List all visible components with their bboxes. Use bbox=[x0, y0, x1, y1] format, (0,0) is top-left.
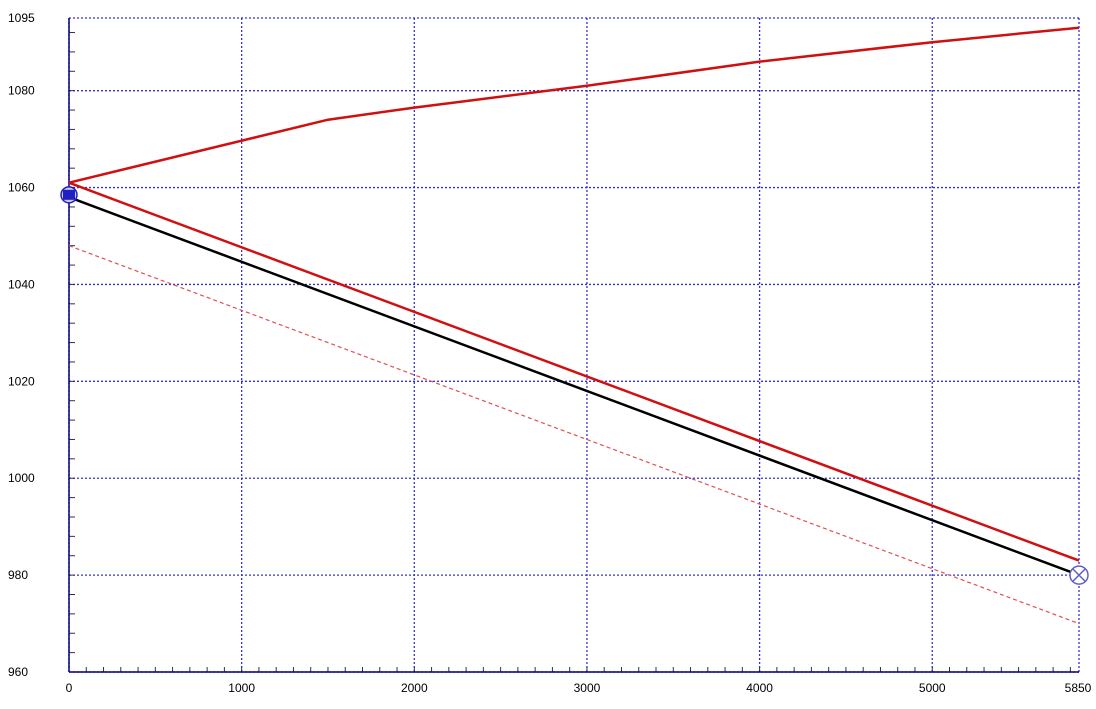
series-layer bbox=[68, 26, 1080, 625]
y-tick-label: 1095 bbox=[8, 11, 35, 25]
y-tick-label: 1040 bbox=[8, 277, 35, 291]
y-tick-labels: 960 980 1000 1020 1040 1060 1080 1095 bbox=[8, 11, 35, 679]
x-tick-label: 0 bbox=[66, 681, 73, 695]
y-tick-label: 1020 bbox=[8, 374, 35, 388]
x-tick-label: 3000 bbox=[574, 681, 601, 695]
series-line-4 bbox=[68, 245, 1080, 625]
series-line-2 bbox=[68, 181, 1080, 562]
y-tick-label: 1000 bbox=[8, 471, 35, 485]
series-line-3 bbox=[68, 196, 1080, 577]
x-tick-label: 1000 bbox=[228, 681, 255, 695]
x-tick-labels: 0 1000 2000 3000 4000 5000 5850 bbox=[66, 681, 1092, 695]
marker-start-square bbox=[63, 189, 75, 200]
x-tick-label: 5000 bbox=[919, 681, 946, 695]
y-tick-label: 1080 bbox=[8, 84, 35, 98]
x-tick-label: 4000 bbox=[746, 681, 773, 695]
grid bbox=[68, 17, 1080, 673]
y-tick-label: 1060 bbox=[8, 181, 35, 195]
y-tick-label: 980 bbox=[8, 568, 28, 582]
markers-layer bbox=[60, 186, 1089, 585]
marker-end-cross-b bbox=[1072, 568, 1086, 582]
series-line-1 bbox=[68, 26, 1080, 184]
minor-ticks bbox=[69, 32, 1071, 672]
y-tick-label: 960 bbox=[8, 665, 28, 679]
axes bbox=[68, 18, 1079, 673]
x-tick-label: 2000 bbox=[401, 681, 428, 695]
x-tick-label: 5850 bbox=[1065, 681, 1092, 695]
